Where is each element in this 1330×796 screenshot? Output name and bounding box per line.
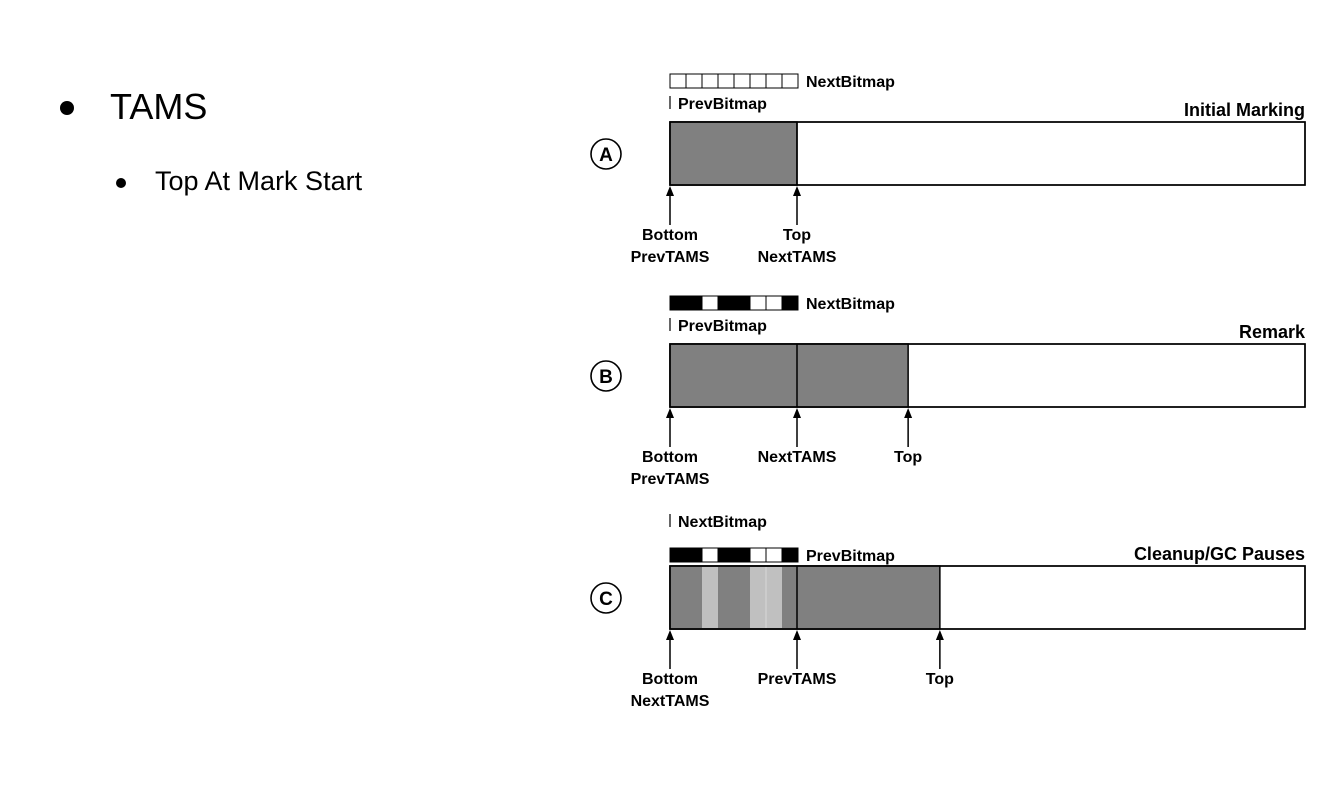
bitmap-cell <box>749 73 767 89</box>
region-outline <box>669 343 1306 408</box>
bitmap-cell <box>765 73 783 89</box>
phase-title: Initial Marking <box>1184 100 1305 120</box>
bitmap-cell <box>717 73 735 89</box>
bitmap-label-prev: PrevBitmap <box>678 96 767 113</box>
marker-label: PrevTAMS <box>631 471 710 488</box>
bitmap-cell <box>733 295 751 311</box>
bitmap-cell <box>733 547 751 563</box>
panel-circle <box>590 138 622 170</box>
bitmap-cell <box>685 73 703 89</box>
marker-arrowhead <box>793 630 801 640</box>
freed-segment <box>702 567 718 628</box>
marker-label: NextTAMS <box>631 693 710 710</box>
filled-segment <box>669 343 909 408</box>
bitmap-cell <box>781 73 799 89</box>
marker-arrowhead <box>935 630 944 640</box>
region-outline <box>669 121 1306 186</box>
bullet-text-main: TAMS <box>110 86 208 127</box>
bitmap-cell <box>669 295 687 311</box>
bitmap-cell <box>717 295 735 311</box>
marker-arrowhead <box>666 186 674 196</box>
bitmap-cell <box>701 73 719 89</box>
marker-label: Bottom <box>642 227 698 244</box>
marker-arrowhead <box>666 630 674 640</box>
marker-label: NextTAMS <box>758 449 837 466</box>
marker-label: Bottom <box>642 449 698 466</box>
marker-label: PrevTAMS <box>631 249 710 266</box>
panel-circle-letter: C <box>599 589 613 610</box>
bitmap-cell <box>701 295 719 311</box>
marker-label: NextTAMS <box>758 249 837 266</box>
panel-circle-letter: A <box>599 145 613 166</box>
panel-b: NextBitmap PrevBitmap Remark B Bottom PrevTAM… <box>590 295 1306 488</box>
bitmap-cell <box>781 295 799 311</box>
panel-a: NextBitmap PrevBitmap Initial Marking A Bott… <box>590 73 1306 266</box>
bitmap-cell <box>749 547 767 563</box>
marker-label: PrevTAMS <box>758 671 837 688</box>
bitmap-label-prev: PrevBitmap <box>806 548 895 565</box>
sub-bullet-dot <box>116 178 126 188</box>
bitmap-cell <box>669 73 687 89</box>
panel-c: NextBitmap PrevBitmap Cleanup/GC Pauses C Bo… <box>590 514 1306 710</box>
phase-title: Cleanup/GC Pauses <box>1134 544 1305 564</box>
marker-arrowhead <box>666 408 674 418</box>
bitmap-cell <box>749 295 767 311</box>
region-outline <box>669 565 1306 630</box>
marker-label: Top <box>894 449 922 466</box>
bitmap-label-prev: PrevBitmap <box>678 318 767 335</box>
bullet-dot <box>60 101 74 115</box>
bitmap-cell <box>765 547 783 563</box>
bitmap-cell <box>669 547 687 563</box>
marker-arrowhead <box>793 186 801 196</box>
bullet-text-sub: Top At Mark Start <box>155 166 363 196</box>
bitmap-cell <box>701 547 719 563</box>
marker-label: Top <box>783 227 811 244</box>
bitmap-cell <box>781 547 799 563</box>
filled-segment <box>669 121 798 186</box>
bitmap-cell <box>765 295 783 311</box>
bitmap-cell <box>685 547 703 563</box>
panel-circle-letter: B <box>599 367 613 388</box>
bitmap-cell <box>717 547 735 563</box>
bitmap-cell <box>733 73 751 89</box>
bitmap-label-next: NextBitmap <box>806 74 895 91</box>
bitmap-label-next: NextBitmap <box>678 514 767 531</box>
phase-title: Remark <box>1239 322 1306 342</box>
bitmap-cell <box>685 295 703 311</box>
marker-label: Top <box>926 671 954 688</box>
panel-circle <box>590 582 622 614</box>
bitmap-label-next: NextBitmap <box>806 296 895 313</box>
marker-arrowhead <box>904 408 913 418</box>
panel-circle <box>590 360 622 392</box>
marker-label: Bottom <box>642 671 698 688</box>
marker-arrowhead <box>793 408 801 418</box>
